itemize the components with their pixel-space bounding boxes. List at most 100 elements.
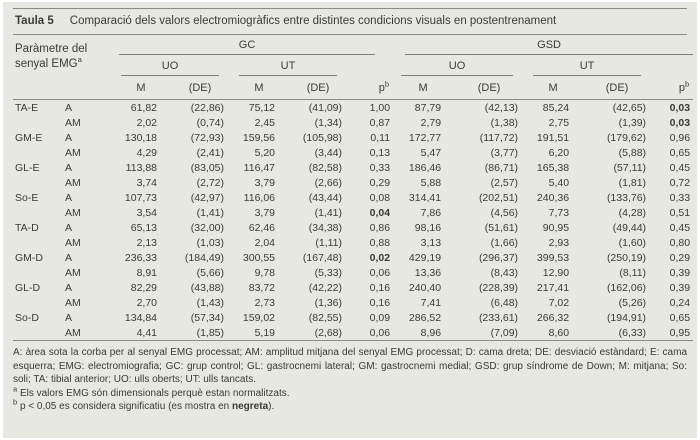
cell-value: 0,24 [669,296,691,309]
cell-value: (105,98) [302,131,343,144]
cell-value: 266,32 [536,311,570,324]
table-row: AM 3,54 (1,41) 3,79 (1,41) 0,04 7,86 (4,56) 7,73… [13,205,693,220]
cell-value: 236,33 [124,251,158,264]
cell-value: 61,82 [130,101,158,114]
cell-value: (86,71) [484,161,519,174]
cell-value: (228,39) [478,281,519,294]
cell-value: (233,61) [478,311,519,324]
table-row: So-D A 134,84 (57,34) 159,02 (82,55) 0,09 286,5… [13,310,693,325]
cell-value: (42,13) [484,101,519,114]
stat-header-m: M [113,76,170,100]
cell-value: (5,88) [618,146,647,159]
cell-value: 6,20 [548,146,570,159]
cell-value: (117,72) [479,131,519,144]
table-row: GM-E A 130,18 (72,93) 159,56 (105,98) 0,11 172,… [13,130,693,145]
row-param-label [13,295,65,310]
cell-value: 0,06 [369,266,391,279]
cell-value: 1,00 [369,101,391,114]
cell-value: 0,87 [369,116,391,129]
table-row: AM 4,41 (1,85) 5,19 (2,68) 0,06 8,96 (7,09) 8,60… [13,325,694,341]
cell-value: 65,13 [130,221,158,234]
stat-header-m: M [393,76,454,100]
cell-value: (3,77) [490,146,519,159]
p-value-header: pb [653,76,694,100]
param-column-header: Paràmetre del senyal EMGa [13,35,114,100]
stat-header-de: (DE) [169,76,232,100]
row-measure-label: AM [65,236,81,249]
footnote-a-ref: a [77,55,82,65]
cell-value: (296,37) [478,251,519,264]
cell-value: 2,79 [420,116,442,129]
table-row: TA-E A 61,82 (22,86) 75,12 (41,09) 1,00 87,79 (4… [13,100,693,116]
row-measure-label: AM [65,266,81,279]
cell-value: 0,13 [369,146,391,159]
row-param-label [13,205,65,220]
cell-value: 0,96 [669,131,691,144]
cell-value: (1,41) [196,206,225,219]
cell-value: 0,86 [369,221,391,234]
cell-value: (2,72) [196,176,225,189]
cell-value: 83,72 [248,281,276,294]
cell-value: 98,16 [414,221,442,234]
cell-value: 3,79 [254,206,276,219]
cell-value: 286,52 [408,311,442,324]
cell-value: 90,95 [542,221,570,234]
cell-value: 399,53 [536,251,570,264]
emg-comparison-table: Paràmetre del senyal EMGa GC GSD UO UT U… [13,35,694,341]
table-number: Taula 5 [15,15,54,27]
cell-value: 7,73 [548,206,570,219]
cell-value: 0,29 [669,251,691,264]
cell-value: (5,33) [314,266,343,279]
cell-value: (42,97) [190,191,225,204]
cell-value: 0,45 [669,221,691,234]
cell-value: (194,91) [606,311,647,324]
cell-value: 186,46 [408,161,442,174]
table-row: GL-D A 82,29 (43,88) 83,72 (42,22) 0,16 240,40 (… [13,280,693,295]
cell-value: 191,51 [536,131,570,144]
cell-value: 0,16 [369,281,391,294]
stat-header-de: (DE) [287,76,350,100]
footnote-b-ref: b [384,79,390,89]
cell-value: (0,74) [196,116,225,129]
abbreviations-note: A: àrea sota la corba per al senyal EMG … [13,347,687,385]
cell-value: 5,19 [231,325,288,341]
cell-value: 300,55 [242,251,276,264]
cell-value: 217,41 [536,281,570,294]
cell-value: (1,39) [618,116,647,129]
stat-header-m: M [231,76,288,100]
cell-value: 5,47 [420,146,442,159]
cell-value: (179,62) [606,131,647,144]
row-param-label: GL-E [15,161,40,174]
cell-value: (82,58) [308,161,343,174]
table-title: Taula 5 Comparació dels valors electromio… [13,8,687,35]
cell-value: 2,75 [548,116,570,129]
table-row: TA-D A 65,13 (32,00) 62,46 (34,38) 0,86 98,16 (5… [13,220,693,235]
cell-value: (22,86) [190,101,225,114]
table-row: AM 3,74 (2,72) 3,79 (2,66) 0,29 5,88 (2,57) 5,40… [13,175,693,190]
row-param-label [13,145,65,160]
cell-value: 3,74 [136,176,158,189]
cell-value: 116,47 [243,161,276,174]
cell-value: (42,22) [308,281,343,294]
cell-value: 12,90 [542,266,570,279]
cell-value: 0,08 [369,191,391,204]
table-caption: Comparació dels valors electromiogràfics… [69,15,557,27]
row-measure-label: AM [65,176,81,189]
cell-value: 0,39 [669,281,691,294]
cell-value: 0,80 [669,236,691,249]
cell-value: (1,38) [490,116,519,129]
cell-value: (1,43) [196,296,225,309]
cell-value: 0,33 [669,191,691,204]
table-row: So-E A 107,73 (42,97) 116,06 (43,44) 0,08 314,4… [13,190,693,205]
row-measure-label: A [65,281,73,294]
cell-value: (167,48) [302,251,343,264]
cell-value: 8,96 [393,325,454,341]
spacer-cell [653,55,693,76]
cell-value: 107,73 [124,191,158,204]
cell-value: 0,65 [669,311,691,324]
condition-header-gc-ut: UT [231,55,349,76]
row-measure-label: A [65,221,73,234]
cell-value: 0,88 [369,236,391,249]
stat-header-de: (DE) [581,76,654,100]
cell-value: 0,72 [669,176,691,189]
